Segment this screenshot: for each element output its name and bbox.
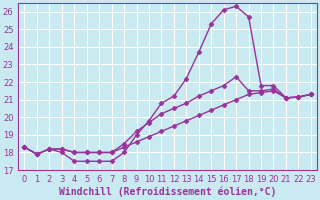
X-axis label: Windchill (Refroidissement éolien,°C): Windchill (Refroidissement éolien,°C)	[59, 187, 276, 197]
